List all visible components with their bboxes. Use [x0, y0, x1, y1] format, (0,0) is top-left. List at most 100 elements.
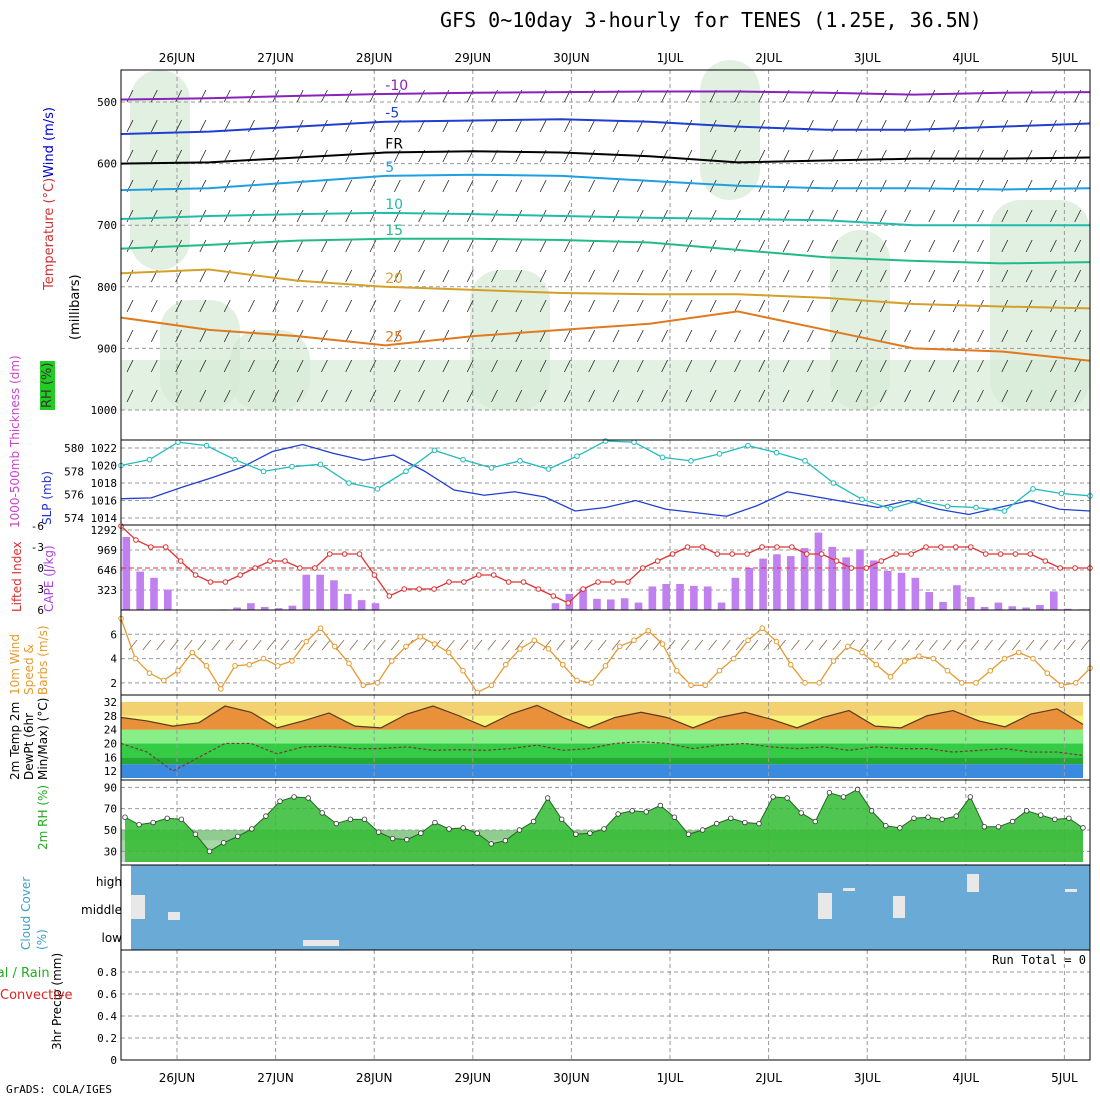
wind-barb	[977, 359, 984, 373]
rh-point	[1052, 816, 1058, 823]
wind-barb	[539, 359, 547, 373]
surface-wind-barb	[984, 639, 993, 651]
rh-point	[389, 835, 396, 842]
surface-wind-barb	[252, 639, 262, 651]
surface-wind-barb	[239, 639, 248, 651]
surface-wind-barb	[584, 639, 593, 651]
wind-barb	[928, 239, 936, 253]
wind-barb	[564, 359, 571, 373]
isotherm-20	[120, 268, 1091, 310]
wind-barb	[807, 359, 814, 373]
bottom-date-label: 2JUL	[755, 1071, 782, 1085]
wind-barb	[977, 149, 984, 163]
wind-barb	[345, 269, 353, 283]
thickness-line-point	[773, 449, 780, 456]
wind-barb	[369, 89, 377, 103]
rh-point	[333, 820, 340, 827]
rh-point	[587, 830, 593, 836]
rh-point	[291, 794, 297, 800]
surface-wind-barb	[156, 639, 165, 651]
wind-barb	[952, 209, 960, 223]
rh-point	[319, 810, 325, 816]
wind-barb	[491, 209, 498, 223]
thickness-line-point	[659, 454, 666, 461]
rh-label: RH (%)	[40, 360, 55, 410]
wind-barb	[952, 329, 960, 343]
wind10-line-point	[217, 686, 224, 692]
lifted-index-line-point	[654, 558, 661, 564]
wind-barb	[685, 149, 693, 163]
cape-bar	[690, 585, 698, 610]
lifted-index-line-point	[401, 586, 408, 592]
isotherm-15	[120, 237, 1091, 265]
cape-bar	[911, 577, 920, 610]
wind-barb	[1074, 269, 1082, 283]
rh-point	[432, 819, 438, 826]
wind-barb	[126, 389, 134, 403]
lifted-index-line-point	[1057, 565, 1063, 571]
wind10-line-point	[987, 667, 994, 674]
lifted-index-line-point	[192, 572, 199, 578]
cloud-high-label: high	[96, 875, 122, 889]
surface-wind-barb	[735, 639, 745, 651]
wind-tick-label: 4	[110, 653, 117, 666]
wind-barb	[709, 239, 717, 253]
li-tick-label: 0	[37, 562, 44, 575]
wind-barb	[393, 179, 401, 193]
top-date-label: 30JUN	[553, 51, 590, 65]
cape-bar	[247, 603, 255, 610]
wind-barb	[393, 299, 401, 313]
wind-barb	[831, 239, 839, 253]
wind-barb	[491, 359, 498, 373]
wind10-line-point	[930, 655, 937, 662]
wind-barb	[418, 329, 425, 343]
cape-bar	[703, 586, 712, 610]
cloud-bar	[168, 912, 180, 920]
wind-barb	[807, 329, 814, 343]
wind-barb	[515, 299, 523, 313]
lifted-index-line-point	[639, 565, 646, 571]
wind-barb	[904, 299, 911, 313]
thickness-line-point	[232, 456, 238, 463]
surface-wind-barb	[915, 639, 924, 651]
wind10-line-point	[189, 649, 196, 656]
precip-frame	[120, 949, 1091, 1061]
wind-barb	[782, 149, 790, 163]
thickness-line-point	[317, 461, 324, 468]
rh-point	[812, 818, 819, 825]
wind-barb	[904, 149, 911, 163]
wind-barb	[126, 209, 134, 223]
cape-bar	[897, 572, 906, 610]
bottom-date-label: 27JUN	[257, 1071, 294, 1085]
wind-barb	[539, 299, 547, 313]
lifted-index-line-point	[341, 551, 348, 557]
thickness-line-point	[745, 442, 751, 449]
surface-wind-barb	[308, 639, 317, 651]
thickness-line-point	[175, 439, 181, 445]
wind-barb	[952, 239, 960, 253]
wind10-line-point	[616, 643, 623, 650]
wind-barb	[1001, 209, 1009, 223]
thickness-line-point	[802, 458, 808, 464]
wind-barb	[782, 269, 790, 283]
surface-wind-barb	[183, 639, 193, 651]
rh-point	[573, 831, 579, 837]
wind-barb	[442, 329, 450, 343]
surface-wind-barb	[211, 639, 221, 651]
wind10-frame	[120, 609, 1091, 696]
pressure-tick-label: 900	[97, 342, 117, 355]
wind-barb	[564, 119, 571, 133]
rh-point	[418, 830, 424, 836]
wind-barb	[734, 149, 741, 163]
li-tick-label: -6	[31, 520, 44, 533]
cloud-bar	[818, 893, 832, 919]
wind-barb	[952, 179, 960, 193]
wind-barb	[369, 149, 377, 163]
pressure-tick-label: 800	[97, 281, 117, 294]
lifted-index-line-point	[267, 558, 273, 564]
rh-point	[516, 827, 523, 833]
cape-bar	[883, 570, 892, 610]
top-date-label: 4JUL	[952, 51, 979, 65]
rh-point	[1066, 815, 1072, 821]
wind10-line-point	[132, 655, 139, 662]
